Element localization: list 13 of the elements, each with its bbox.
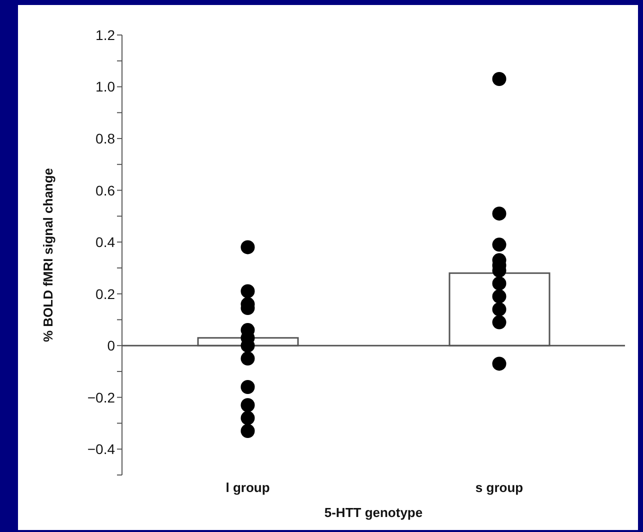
y-tick-label: 0.2: [96, 286, 116, 302]
y-axis-title: % BOLD fMRI signal change: [40, 168, 56, 342]
y-tick-label: 0.8: [96, 130, 116, 146]
y-tick-label: −0.2: [87, 389, 116, 406]
x-tick-label: s group: [475, 480, 524, 496]
y-tick-label: 0.6: [96, 182, 116, 198]
y-tick-label: 1.2: [96, 26, 116, 43]
text: 1.0: [96, 78, 115, 95]
y-tick-label: −0.4: [87, 441, 116, 458]
x-tick-label: l group: [226, 480, 270, 496]
x-axis-title: 5-HTT genotype: [324, 505, 423, 520]
y-tick-label: 0: [107, 338, 116, 354]
y-tick-label: 0.4: [96, 234, 116, 250]
